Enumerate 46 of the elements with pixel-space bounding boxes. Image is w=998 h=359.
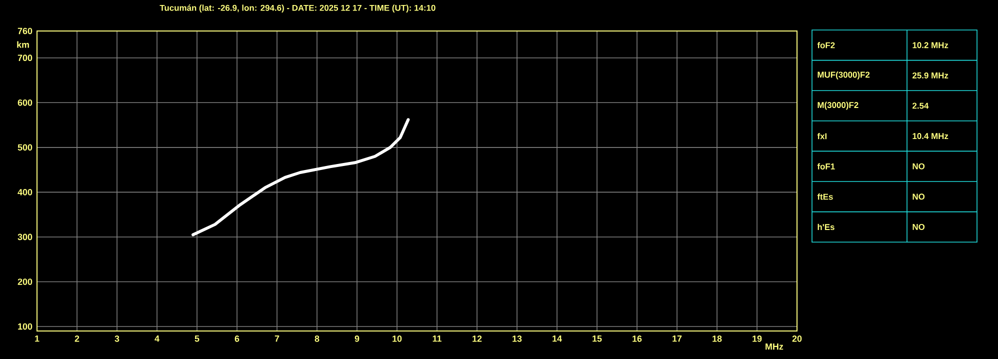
y-tick-label: 600 (18, 99, 32, 106)
text: ftEs (817, 194, 833, 200)
x-tick-label: 6 (234, 336, 240, 342)
chart-title: Tucumán (lat: -26.9, lon: 294.6) - DATE: 2025 12 17 - TIME (UT): 14:10 (160, 4, 436, 13)
x-tick-label: 1 (35, 336, 40, 342)
text: foF2 (817, 42, 835, 48)
x-tick-label: 14 (552, 336, 562, 342)
text: 10.2 MHz (912, 42, 948, 48)
x-tick-label: 3 (114, 336, 120, 342)
text: M(3000)F2 (818, 102, 858, 110)
y-tick-label: 700 (18, 54, 32, 62)
x-tick-label: 19 (752, 336, 762, 342)
x-tick-label: 12 (472, 336, 482, 342)
x-axis-title: MHz (766, 343, 784, 350)
y-tick-label: 300 (18, 234, 32, 240)
x-tick-label: 2 (74, 336, 80, 342)
x-tick-label: 5 (194, 336, 200, 342)
text: NO (912, 194, 925, 200)
y-tick-label: 200 (18, 278, 32, 285)
text: 2.54 (912, 102, 929, 109)
x-tick-label: 10 (392, 336, 402, 342)
x-tick-label: 8 (314, 336, 320, 342)
y-tick-label: 760 (18, 28, 32, 34)
text: fxI (817, 132, 827, 140)
y-axis-title: km (17, 41, 29, 48)
x-tick-label: 15 (592, 336, 602, 342)
x-tick-label: 7 (274, 336, 280, 342)
x-tick-label: 13 (512, 336, 522, 342)
text: 10.4 MHz (912, 133, 948, 140)
x-tick-label: 20 (792, 336, 802, 342)
text: foF1 (817, 163, 835, 170)
text: NO (912, 163, 925, 170)
y-tick-label: 100 (18, 323, 32, 330)
x-tick-label: 11 (432, 336, 442, 342)
x-tick-label: 18 (712, 336, 722, 342)
y-tick-label: 400 (18, 189, 32, 196)
x-tick-label: 16 (632, 336, 642, 342)
x-tick-label: 4 (154, 336, 160, 342)
y-tick-label: 500 (18, 144, 32, 151)
text: h'Es (818, 224, 834, 230)
text: MUF(3000)F2 (818, 72, 870, 80)
x-tick-label: 17 (672, 336, 682, 342)
line-series (192, 118, 410, 236)
text: 25.9 MHz (912, 72, 948, 78)
text: NO (912, 224, 925, 230)
x-tick-label: 9 (354, 336, 360, 342)
